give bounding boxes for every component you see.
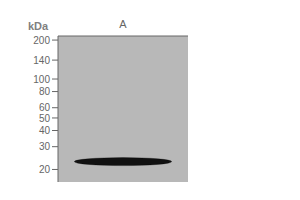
svg-text:140: 140 [33,55,50,66]
svg-text:20: 20 [39,164,51,175]
svg-text:30: 30 [39,141,51,152]
svg-text:A: A [119,18,127,30]
svg-text:50: 50 [39,113,51,124]
svg-text:80: 80 [39,86,51,97]
svg-text:60: 60 [38,102,50,114]
svg-text:40: 40 [39,125,51,136]
svg-text:200: 200 [33,35,50,46]
svg-text:100: 100 [33,74,50,85]
svg-text:kDa: kDa [28,20,49,32]
